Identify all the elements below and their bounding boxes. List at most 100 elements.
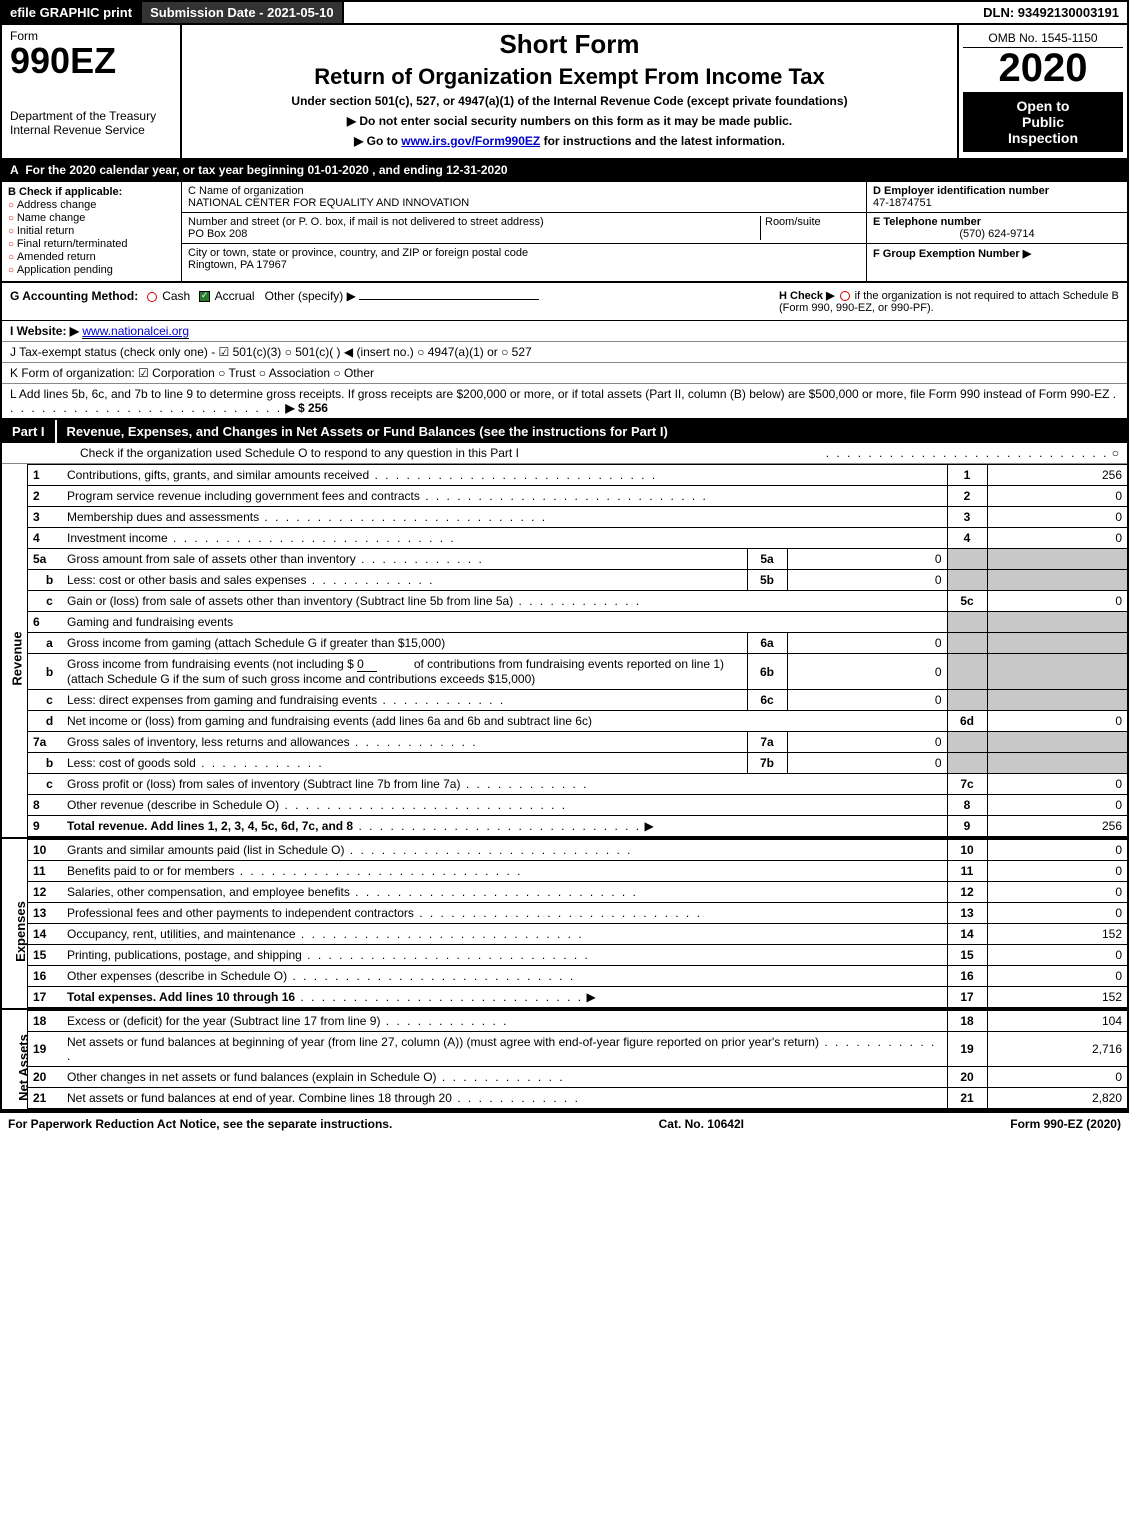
l12-val: 0 [987, 882, 1127, 903]
l2-num: 2 [28, 486, 62, 507]
c-city-block: City or town, state or province, country… [182, 244, 866, 274]
line-16: 16 Other expenses (describe in Schedule … [28, 966, 1127, 987]
l16-desc: Other expenses (describe in Schedule O) [67, 969, 287, 983]
line-12: 12 Salaries, other compensation, and emp… [28, 882, 1127, 903]
e-label: E Telephone number [873, 216, 1121, 228]
page-footer: For Paperwork Reduction Act Notice, see … [0, 1113, 1129, 1135]
l6a-grey1 [947, 633, 987, 654]
row-g-h: G Accounting Method: Cash Accrual Other … [2, 283, 1127, 321]
l6b-grey1 [947, 654, 987, 690]
l10-desc: Grants and similar amounts paid (list in… [67, 843, 344, 857]
g-cash: Cash [162, 289, 190, 303]
radio-cash[interactable] [147, 292, 157, 302]
header-left: Form 990EZ Department of the Treasury In… [2, 25, 182, 158]
open-line2: Public [967, 114, 1119, 130]
chk-accrual[interactable] [199, 291, 210, 302]
l18-num: 18 [28, 1011, 62, 1032]
l14-val: 152 [987, 924, 1127, 945]
l5c-desc: Gain or (loss) from sale of assets other… [67, 594, 513, 608]
l7b-sb: 7b [747, 753, 787, 774]
l15-desc: Printing, publications, postage, and shi… [67, 948, 302, 962]
l21-rnum: 21 [947, 1088, 987, 1109]
line-6a: a Gross income from gaming (attach Sched… [28, 633, 1127, 654]
l7b-num: b [28, 753, 62, 774]
l9-desc: Total revenue. Add lines 1, 2, 3, 4, 5c,… [67, 819, 353, 833]
footer-left: For Paperwork Reduction Act Notice, see … [8, 1117, 392, 1131]
room-suite-label: Room/suite [760, 216, 860, 240]
chk-address-change[interactable]: Address change [8, 199, 175, 211]
d-label: D Employer identification number [873, 185, 1121, 197]
tax-year: 2020 [963, 48, 1123, 88]
l7b-grey1 [947, 753, 987, 774]
return-title: Return of Organization Exempt From Incom… [190, 64, 949, 90]
i-label: I Website: ▶ [10, 324, 79, 338]
l8-num: 8 [28, 795, 62, 816]
c-street-block: Number and street (or P. O. box, if mail… [182, 213, 866, 244]
form-number: 990EZ [10, 43, 172, 79]
line-4: 4 Investment income 4 0 [28, 528, 1127, 549]
expenses-table: 10 Grants and similar amounts paid (list… [28, 839, 1127, 1008]
chk-amended-return[interactable]: Amended return [8, 251, 175, 263]
l10-val: 0 [987, 840, 1127, 861]
l5b-grey2 [987, 570, 1127, 591]
line-14: 14 Occupancy, rent, utilities, and maint… [28, 924, 1127, 945]
l6c-num: c [28, 690, 62, 711]
dept-irs: Internal Revenue Service [10, 123, 172, 137]
l12-desc: Salaries, other compensation, and employ… [67, 885, 350, 899]
l3-desc: Membership dues and assessments [67, 510, 259, 524]
website-link[interactable]: www.nationalcei.org [82, 324, 189, 339]
l6b-grey2 [987, 654, 1127, 690]
no-ssn-warning: ▶ Do not enter social security numbers o… [190, 114, 949, 128]
line-15: 15 Printing, publications, postage, and … [28, 945, 1127, 966]
l5c-val: 0 [987, 591, 1127, 612]
l21-desc: Net assets or fund balances at end of ye… [67, 1091, 452, 1105]
col-def: D Employer identification number 47-1874… [867, 182, 1127, 281]
header-mid: Short Form Return of Organization Exempt… [182, 25, 957, 158]
line-l: L Add lines 5b, 6c, and 7b to line 9 to … [2, 384, 1127, 420]
l6b-d1: Gross income from fundraising events (no… [67, 657, 354, 671]
chk-final-return[interactable]: Final return/terminated [8, 238, 175, 250]
l9-rnum: 9 [947, 816, 987, 837]
form-header: Form 990EZ Department of the Treasury In… [2, 25, 1127, 160]
l5b-grey1 [947, 570, 987, 591]
l6c-desc: Less: direct expenses from gaming and fu… [67, 693, 377, 707]
org-city: Ringtown, PA 17967 [188, 259, 860, 271]
chk-h[interactable] [840, 291, 850, 301]
l1-rnum: 1 [947, 465, 987, 486]
l7a-sv: 0 [787, 732, 947, 753]
g-accrual: Accrual [215, 289, 255, 303]
l13-rnum: 13 [947, 903, 987, 924]
l15-num: 15 [28, 945, 62, 966]
l13-num: 13 [28, 903, 62, 924]
l6d-val: 0 [987, 711, 1127, 732]
g-label: G Accounting Method: [10, 289, 138, 303]
l6b-amt: 0 [357, 657, 377, 672]
l10-num: 10 [28, 840, 62, 861]
l5a-sv: 0 [787, 549, 947, 570]
l2-rnum: 2 [947, 486, 987, 507]
l20-rnum: 20 [947, 1067, 987, 1088]
irs-link[interactable]: www.irs.gov/Form990EZ [401, 134, 540, 148]
efile-print-button[interactable]: efile GRAPHIC print [2, 2, 142, 23]
chk-application-pending[interactable]: Application pending [8, 264, 175, 276]
l7b-grey2 [987, 753, 1127, 774]
l14-rnum: 14 [947, 924, 987, 945]
l17-val: 152 [987, 987, 1127, 1008]
goto-suffix: for instructions and the latest informat… [544, 134, 785, 148]
l12-num: 12 [28, 882, 62, 903]
dots [826, 446, 1109, 460]
ein: 47-1874751 [873, 197, 1121, 209]
line-6c: c Less: direct expenses from gaming and … [28, 690, 1127, 711]
l7c-val: 0 [987, 774, 1127, 795]
part1-sub-mark[interactable]: ○ [1112, 446, 1119, 460]
l19-val: 2,716 [987, 1032, 1127, 1067]
line-13: 13 Professional fees and other payments … [28, 903, 1127, 924]
g-other-input[interactable] [359, 299, 539, 300]
line-6d: d Net income or (loss) from gaming and f… [28, 711, 1127, 732]
chk-name-change[interactable]: Name change [8, 212, 175, 224]
open-to-public: Open to Public Inspection [963, 92, 1123, 152]
l7b-sv: 0 [787, 753, 947, 774]
c-city-label: City or town, state or province, country… [188, 247, 860, 259]
b-label: B Check if applicable: [8, 186, 175, 198]
chk-initial-return[interactable]: Initial return [8, 225, 175, 237]
